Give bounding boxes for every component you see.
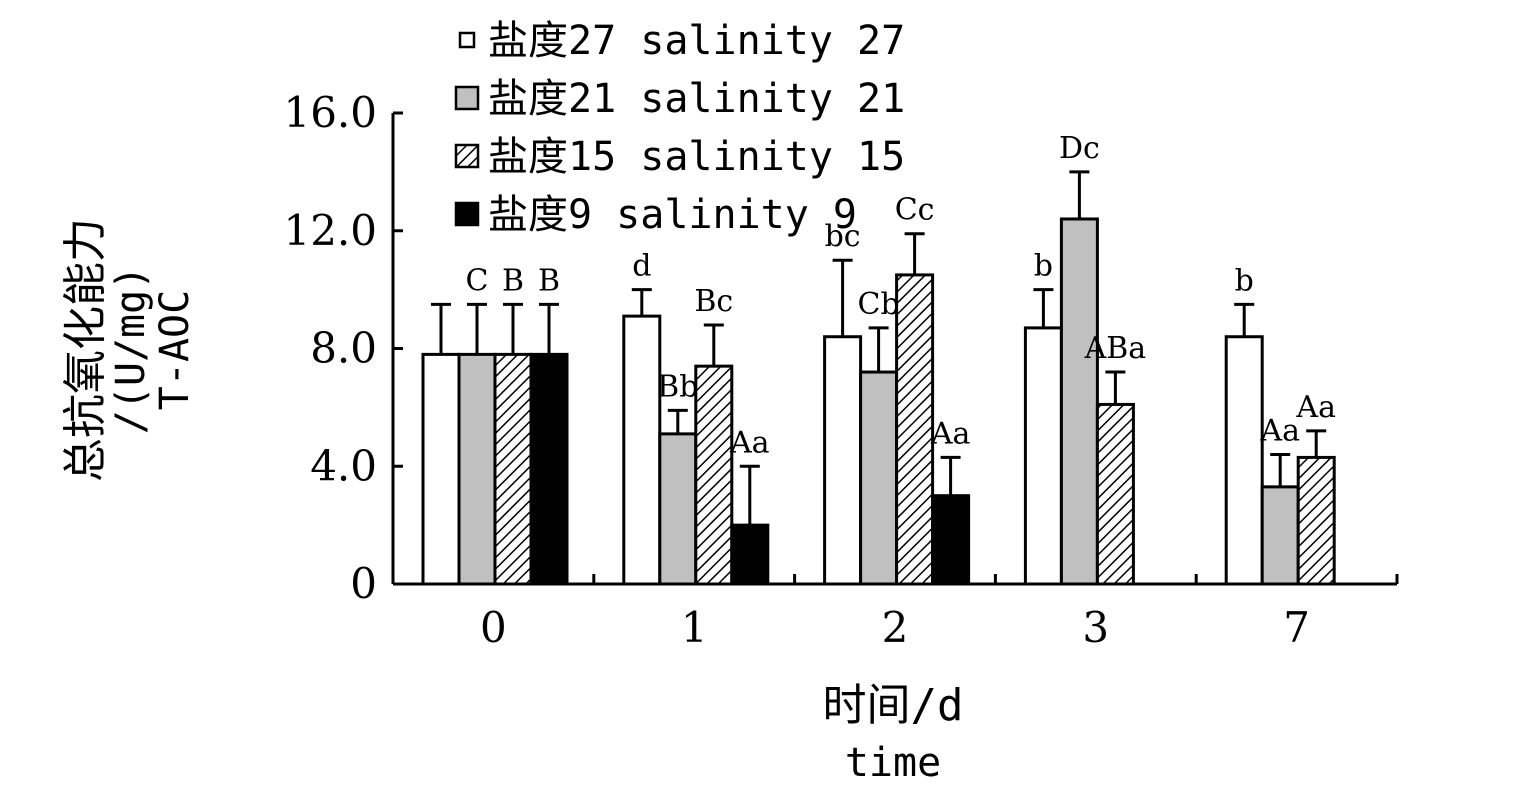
significance-label: Bc xyxy=(694,284,733,319)
bar xyxy=(493,352,533,586)
significance-label: d xyxy=(632,249,651,284)
bar xyxy=(1260,485,1300,586)
bar xyxy=(694,364,734,586)
bar xyxy=(859,370,899,586)
bar xyxy=(823,335,863,586)
y-axis-title-line-3: T-AOC xyxy=(152,290,198,410)
legend-swatch xyxy=(458,31,476,49)
significance-label: Aa xyxy=(1259,413,1300,448)
significance-label: Aa xyxy=(930,416,971,451)
x-axis-title-line-2: time xyxy=(845,740,941,786)
significance-label: Dc xyxy=(1059,131,1100,166)
legend-swatch xyxy=(454,85,480,111)
bar xyxy=(421,352,461,586)
significance-label: B xyxy=(502,263,524,298)
x-axis-title-line-1: 时间/d xyxy=(823,680,964,731)
bar xyxy=(1224,335,1264,586)
significance-label: ABa xyxy=(1084,331,1147,366)
bar xyxy=(622,314,662,586)
legend-label: 盐度27 salinity 27 xyxy=(488,18,905,64)
legend: 盐度27 salinity 27 盐度21 salinity 21 盐度15 sal… xyxy=(454,18,905,238)
significance-label: Cb xyxy=(858,287,900,322)
significance-label: Aa xyxy=(1295,390,1336,425)
bar xyxy=(931,494,971,586)
legend-label: 盐度15 salinity 15 xyxy=(488,134,905,180)
y-tick-label: 16.0 xyxy=(283,88,377,137)
significance-label: b xyxy=(1034,249,1053,284)
x-tick-label: 2 xyxy=(882,603,909,652)
x-tick-label: 0 xyxy=(480,603,507,652)
significance-label: bc xyxy=(825,219,861,254)
y-axis-title-line-2: /(U/mg) xyxy=(108,266,154,435)
y-tick-label: 4.0 xyxy=(310,441,377,490)
x-tick-label: 3 xyxy=(1082,603,1109,652)
y-axis-title: 总抗氧化能力 /(U/mg) T-AOC xyxy=(60,218,198,482)
bar xyxy=(1296,455,1336,586)
bar xyxy=(1059,217,1099,586)
legend-swatch xyxy=(454,201,480,227)
legend-label: 盐度9 salinity 9 xyxy=(488,192,857,238)
significance-label: b xyxy=(1235,263,1254,298)
x-tick-label: 7 xyxy=(1283,603,1310,652)
y-tick-label: 8.0 xyxy=(310,324,377,373)
bar xyxy=(529,352,569,586)
significance-label: B xyxy=(538,263,560,298)
legend-label: 盐度21 salinity 21 xyxy=(488,76,905,122)
axes: 0 4.0 8.0 12.0 16.0 0 1 2 3 7 xyxy=(283,88,1399,652)
bar xyxy=(1095,402,1135,586)
x-tick-label: 1 xyxy=(681,603,708,652)
legend-swatch xyxy=(454,143,480,169)
y-tick-label: 0 xyxy=(350,559,377,608)
bar xyxy=(457,352,497,586)
bar xyxy=(658,432,698,586)
significance-label: Cc xyxy=(895,193,935,228)
significance-label: Aa xyxy=(729,425,770,460)
significance-label: Bb xyxy=(657,369,698,404)
y-axis-title-line-1: 总抗氧化能力 xyxy=(60,218,111,482)
significance-label: C xyxy=(466,263,489,298)
bar xyxy=(895,273,935,586)
y-tick-label: 12.0 xyxy=(283,206,377,255)
bar xyxy=(1023,326,1063,586)
bar xyxy=(730,523,770,586)
